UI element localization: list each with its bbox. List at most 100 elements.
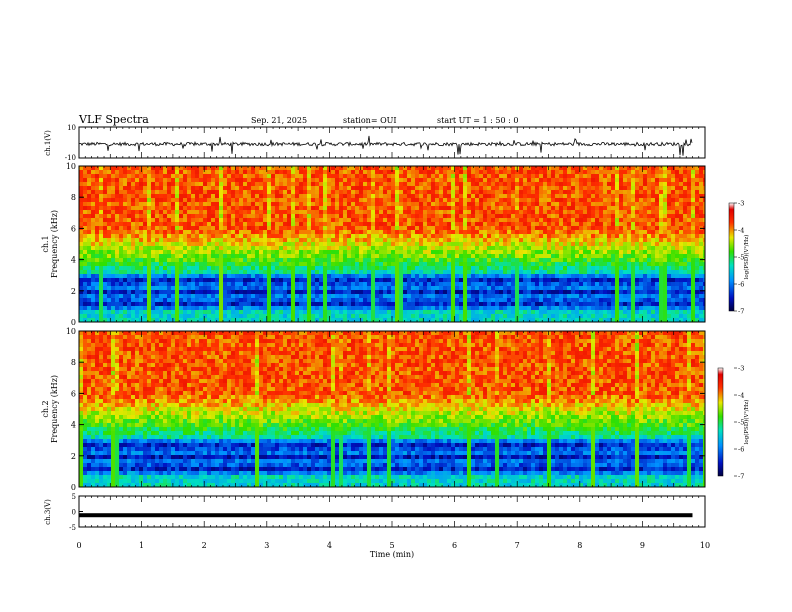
spectrogram-cell <box>399 282 403 286</box>
spectrogram-cell <box>347 178 351 182</box>
spectrogram-cell <box>331 262 335 266</box>
spectrogram-cell <box>587 194 591 198</box>
spectrogram-cell <box>223 186 227 190</box>
spectrogram-cell <box>507 290 511 294</box>
spectrogram-cell <box>267 274 271 278</box>
spectrogram-cell <box>343 282 347 286</box>
spectrogram-cell <box>471 174 475 178</box>
spectrogram-cell <box>207 234 211 238</box>
spectrogram-cell <box>223 306 227 310</box>
spectrogram-cell <box>551 202 555 206</box>
spectrogram-cell <box>515 210 519 214</box>
spectrogram-cell <box>255 250 259 254</box>
spectrogram-cell <box>335 266 339 270</box>
spectrogram-cell <box>435 286 439 290</box>
spectrogram-cell <box>555 214 559 218</box>
spectrogram-cell <box>335 282 339 286</box>
spectrogram-cell <box>287 190 291 194</box>
spectrogram-cell <box>499 314 503 318</box>
spectrogram-cell <box>287 262 291 266</box>
spectrogram-cell <box>427 282 431 286</box>
spectrogram-cell <box>403 230 407 234</box>
spectrogram-cell <box>487 226 491 230</box>
spectrogram-cell <box>287 314 291 318</box>
spectrogram-cell <box>447 182 451 186</box>
spectrogram-cell <box>211 190 215 194</box>
spectrogram-cell <box>231 262 235 266</box>
spectrogram-cell <box>99 294 103 298</box>
spectrogram-cell <box>399 290 403 294</box>
spectrogram-cell <box>531 238 535 242</box>
spectrogram-cell <box>539 302 543 306</box>
spectrogram-cell <box>207 298 211 302</box>
spectrogram-cell <box>199 254 203 258</box>
spectrogram-cell <box>287 202 291 206</box>
spectrogram-cell <box>291 226 295 230</box>
spectrogram-cell <box>551 182 555 186</box>
spectrogram-cell <box>323 246 327 250</box>
spectrogram-cell <box>239 214 243 218</box>
spectrogram-cell <box>387 314 391 318</box>
spectrogram-cell <box>111 318 115 322</box>
spectrogram-cell <box>79 278 83 282</box>
spectrogram-cell <box>427 238 431 242</box>
spectrogram-cell <box>527 218 531 222</box>
spectrogram-cell <box>511 298 515 302</box>
spectrogram-cell <box>495 234 499 238</box>
spectrogram-cell <box>367 214 371 218</box>
spectrogram-cell <box>143 254 147 258</box>
spectrogram-cell <box>523 294 527 298</box>
spectrogram-cell <box>411 302 415 306</box>
spectrogram-cell <box>311 318 315 322</box>
spectrogram-cell <box>271 226 275 230</box>
spectrogram-cell <box>371 234 375 238</box>
spectrogram-cell <box>351 174 355 178</box>
spectrogram-cell <box>523 246 527 250</box>
spectrogram-cell <box>235 186 239 190</box>
spectrogram-cell <box>423 230 427 234</box>
spectrogram-cell <box>127 238 131 242</box>
spectrogram-cell <box>219 190 223 194</box>
spectrogram-cell <box>303 194 307 198</box>
spectrogram-cell <box>123 294 127 298</box>
spectrogram-cell <box>363 182 367 186</box>
spectrogram-cell <box>383 278 387 282</box>
spectrogram-cell <box>239 314 243 318</box>
spectrogram-cell <box>471 282 475 286</box>
spectrogram-cell <box>263 250 267 254</box>
spectrogram-cell <box>299 210 303 214</box>
spectrogram-cell <box>103 278 107 282</box>
spectrogram-cell <box>403 182 407 186</box>
spectrogram-cell <box>535 198 539 202</box>
spectrogram-cell <box>491 190 495 194</box>
spectrogram-cell <box>323 222 327 226</box>
spectrogram-cell <box>543 190 547 194</box>
spectrogram-cell <box>407 222 411 226</box>
spectrogram-cell <box>343 262 347 266</box>
spectrogram-cell <box>115 194 119 198</box>
spectrogram-cell <box>515 222 519 226</box>
spectrogram-cell <box>167 226 171 230</box>
spectrogram-cell <box>223 318 227 322</box>
spectrogram-cell <box>571 250 575 254</box>
spectrogram-cell <box>347 254 351 258</box>
spectrogram-cell <box>367 222 371 226</box>
spectrogram-cell <box>531 266 535 270</box>
spectrogram-cell <box>515 178 519 182</box>
spectrogram-cell <box>407 226 411 230</box>
spectrogram-cell <box>151 258 155 262</box>
spectrogram-cell <box>411 190 415 194</box>
spectrogram-cell <box>155 166 159 170</box>
spectrogram-cell <box>143 246 147 250</box>
spectrogram-cell <box>247 294 251 298</box>
spectrogram-cell <box>431 218 435 222</box>
spectrogram-cell <box>179 210 183 214</box>
spectrogram-cell <box>211 270 215 274</box>
spectrogram-cell <box>259 206 263 210</box>
spectrogram-cell <box>347 274 351 278</box>
spectrogram-cell <box>155 298 159 302</box>
spectrogram-cell <box>159 310 163 314</box>
spectrogram-cell <box>535 254 539 258</box>
spectrogram-cell <box>287 226 291 230</box>
spectrogram-cell <box>571 258 575 262</box>
